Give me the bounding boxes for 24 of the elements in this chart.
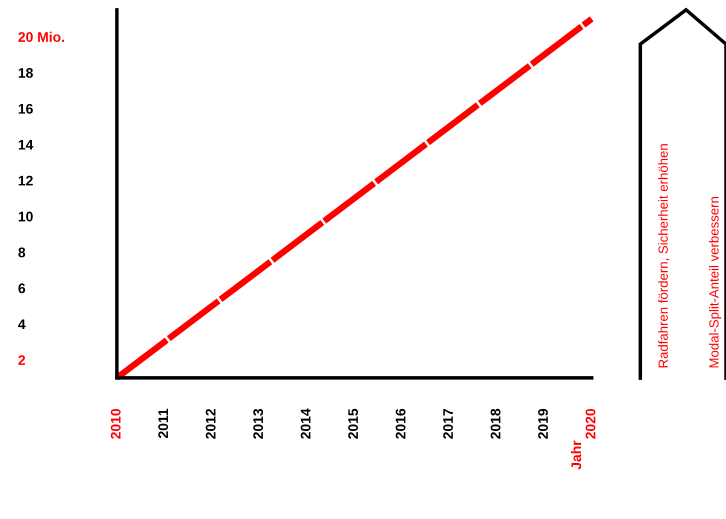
y-tick-label: 6 <box>18 283 26 294</box>
y-tick-label: 20 Mio. <box>18 32 64 42</box>
x-tick-label: 2016 <box>396 408 406 439</box>
y-tick-label: 2 <box>18 355 26 365</box>
y-tick-label: 12 <box>18 176 33 186</box>
x-tick-label: 2019 <box>538 408 548 439</box>
y-tick-label: 14 <box>18 140 34 150</box>
x-tick-label: 2014 <box>300 408 311 439</box>
text: Radfahren fördern, Sicherheit erhöhen <box>658 144 670 368</box>
y-tick-label: 4 <box>18 319 26 330</box>
x-tick-label: 2015 <box>348 408 358 439</box>
y-tick-label: 10 <box>18 212 33 222</box>
x-tick-label: 2011 <box>158 408 168 438</box>
y-tick-label: 18 <box>18 68 33 78</box>
y-tick-label: 8 <box>18 248 26 258</box>
x-tick-label: 2020 <box>586 408 596 439</box>
y-tick-label: 16 <box>18 104 33 114</box>
x-tick-label: 2018 <box>490 408 500 439</box>
x-tick-label: 2013 <box>253 408 264 439</box>
x-tick-label: 2010 <box>110 408 121 439</box>
text: Jahr <box>570 440 582 470</box>
text: Modal-Split-Anteil verbessern <box>708 197 722 368</box>
x-tick-label: 2017 <box>443 408 453 439</box>
x-tick-label: 2012 <box>206 408 216 439</box>
